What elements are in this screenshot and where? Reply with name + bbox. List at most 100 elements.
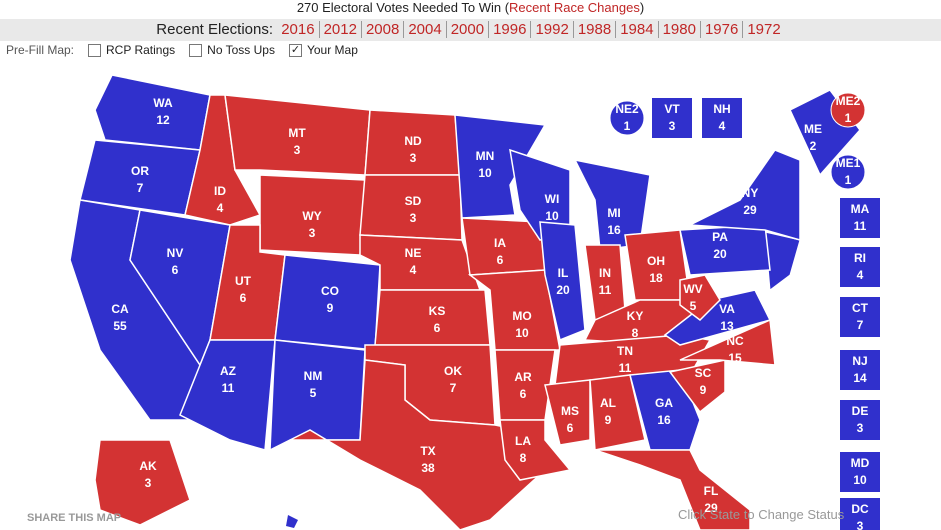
- state[interactable]: [289, 359, 546, 530]
- state[interactable]: [589, 374, 646, 451]
- prefill: Pre-Fill Map: RCP Ratings No Toss Ups ✓ Your…: [6, 42, 358, 59]
- state[interactable]: [94, 439, 191, 526]
- state[interactable]: [687, 149, 801, 241]
- state-votes: 3: [145, 476, 152, 490]
- district[interactable]: [830, 92, 866, 128]
- state-box[interactable]: [652, 98, 692, 138]
- state-abbr: LA: [515, 434, 531, 448]
- year-link[interactable]: 1996: [488, 21, 531, 38]
- year-link[interactable]: 2016: [281, 21, 315, 38]
- state-abbr: AZ: [220, 364, 236, 378]
- state-votes: 4: [217, 201, 224, 215]
- state-votes: 3: [410, 151, 417, 165]
- state-box[interactable]: [840, 198, 880, 238]
- state-votes: 5: [310, 386, 317, 400]
- state-abbr: NH: [713, 102, 730, 116]
- state-abbr: ME: [804, 122, 822, 136]
- state-abbr: OH: [647, 254, 665, 268]
- state[interactable]: [679, 274, 721, 321]
- state-votes: 10: [515, 326, 529, 340]
- year-link[interactable]: 2000: [445, 21, 489, 38]
- state-abbr: WV: [683, 282, 702, 296]
- state-abbr: NY: [742, 186, 759, 200]
- state[interactable]: [269, 339, 366, 452]
- hint: Click State to Change Status: [678, 507, 845, 522]
- state-abbr: ME2: [836, 94, 861, 108]
- prefill-option[interactable]: ✓ Your Map: [288, 42, 358, 59]
- state-votes: 3: [410, 211, 417, 225]
- state-abbr: MI: [607, 206, 620, 220]
- state-box[interactable]: [840, 400, 880, 440]
- state-votes: 15: [728, 351, 742, 365]
- state-votes: 29: [704, 501, 718, 515]
- state[interactable]: [539, 221, 586, 342]
- checkbox[interactable]: [189, 44, 203, 57]
- state-abbr: ID: [214, 184, 226, 198]
- year-link[interactable]: 2004: [403, 21, 446, 38]
- year-link[interactable]: 2008: [360, 21, 404, 38]
- year-link[interactable]: 1972: [742, 21, 785, 38]
- state-votes: 10: [853, 473, 867, 487]
- year-link[interactable]: 1980: [657, 21, 700, 38]
- state[interactable]: [499, 419, 572, 481]
- state-abbr: MN: [476, 149, 495, 163]
- state-abbr: VT: [664, 102, 680, 116]
- state-box[interactable]: [702, 98, 742, 138]
- state[interactable]: [454, 114, 547, 219]
- share[interactable]: SHARE THIS MAP: [27, 512, 122, 524]
- state-box[interactable]: [840, 297, 880, 337]
- state-abbr: NV: [167, 246, 184, 260]
- needed-line: 270 Electoral Votes Needed To Win (Recen…: [0, 0, 941, 16]
- state-votes: 29: [743, 203, 757, 217]
- district[interactable]: [830, 154, 866, 190]
- state-votes: 7: [857, 318, 864, 332]
- state-box[interactable]: [840, 247, 880, 287]
- checkbox[interactable]: [88, 44, 102, 57]
- state-abbr: AK: [139, 459, 157, 473]
- state[interactable]: [224, 94, 371, 176]
- prefill-option[interactable]: RCP Ratings: [88, 42, 175, 59]
- state[interactable]: [629, 369, 701, 451]
- state-abbr: NE: [405, 246, 422, 260]
- state-box[interactable]: [840, 452, 880, 492]
- state-abbr: FL: [704, 484, 719, 498]
- state-abbr: PA: [712, 230, 728, 244]
- year-link[interactable]: 1988: [572, 21, 616, 38]
- state-abbr: OR: [131, 164, 149, 178]
- state[interactable]: [544, 379, 591, 446]
- state-votes: 7: [450, 381, 457, 395]
- district[interactable]: [609, 100, 645, 136]
- state-abbr: KS: [429, 304, 446, 318]
- land: [764, 231, 801, 291]
- state-abbr: MO: [512, 309, 531, 323]
- state[interactable]: [679, 318, 776, 366]
- recent-elections: Recent Elections: 2016 2012 2008 2004 2000 19…: [0, 19, 941, 41]
- state-box[interactable]: [840, 350, 880, 390]
- state-abbr: AL: [600, 396, 616, 410]
- state[interactable]: [668, 359, 726, 414]
- state[interactable]: [594, 449, 751, 530]
- year-link[interactable]: 1976: [699, 21, 743, 38]
- state-votes: 9: [327, 301, 334, 315]
- state-box[interactable]: [840, 498, 880, 530]
- recent-changes-link[interactable]: Recent Race Changes: [509, 0, 640, 15]
- state-abbr: MS: [561, 404, 579, 418]
- state-votes: 4: [857, 268, 864, 282]
- year-link[interactable]: 1992: [530, 21, 573, 38]
- state-votes: 6: [172, 263, 179, 277]
- state-votes: 1: [845, 173, 852, 187]
- prefill-option[interactable]: No Toss Ups: [189, 42, 275, 59]
- state-abbr: IN: [599, 266, 611, 280]
- state-votes: 6: [240, 291, 247, 305]
- state[interactable]: [94, 74, 211, 151]
- state-abbr: NE2: [615, 102, 639, 116]
- year-link[interactable]: 1984: [615, 21, 658, 38]
- checkbox[interactable]: ✓: [288, 44, 302, 57]
- recent-label: Recent Elections:: [156, 21, 274, 38]
- state-abbr: SD: [405, 194, 422, 208]
- year-link[interactable]: 2012: [318, 21, 361, 38]
- state-abbr: MA: [851, 202, 870, 216]
- state-abbr: NM: [304, 369, 323, 383]
- state-votes: 8: [520, 451, 527, 465]
